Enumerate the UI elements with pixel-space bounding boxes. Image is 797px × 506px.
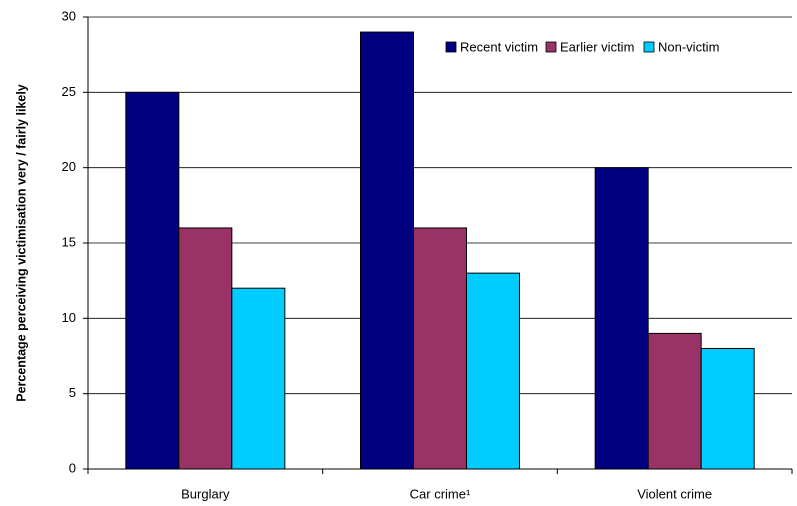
bar [125, 91, 180, 470]
bar [647, 332, 702, 470]
x-tick-label: Car crime¹ [410, 486, 471, 501]
bar [413, 227, 467, 470]
bar [231, 287, 286, 470]
x-tick-label: Violent crime [637, 486, 712, 501]
legend-label: Recent victim [460, 39, 538, 54]
legend-swatch [545, 41, 557, 53]
bar [594, 167, 649, 470]
y-tick-label: 20 [62, 159, 76, 174]
legend-swatch [445, 41, 457, 53]
bar [466, 272, 520, 470]
legend: Recent victim Earlier victim Non-victim [445, 39, 719, 54]
y-axis-label: Percentage perceiving victimisation very… [14, 84, 28, 402]
y-tick-label: 15 [62, 234, 76, 249]
legend-swatch [643, 41, 655, 53]
bar [178, 227, 233, 470]
bar [360, 31, 414, 470]
y-tick-label: 5 [69, 385, 76, 400]
x-tick-label: Burglary [181, 486, 230, 501]
bar [700, 347, 755, 470]
y-tick-label: 0 [69, 460, 76, 475]
legend-label: Non-victim [658, 39, 719, 54]
y-tick-label: 10 [62, 310, 76, 325]
y-tick-label: 25 [62, 84, 76, 99]
legend-label: Earlier victim [560, 39, 634, 54]
y-tick-label: 30 [62, 8, 76, 23]
